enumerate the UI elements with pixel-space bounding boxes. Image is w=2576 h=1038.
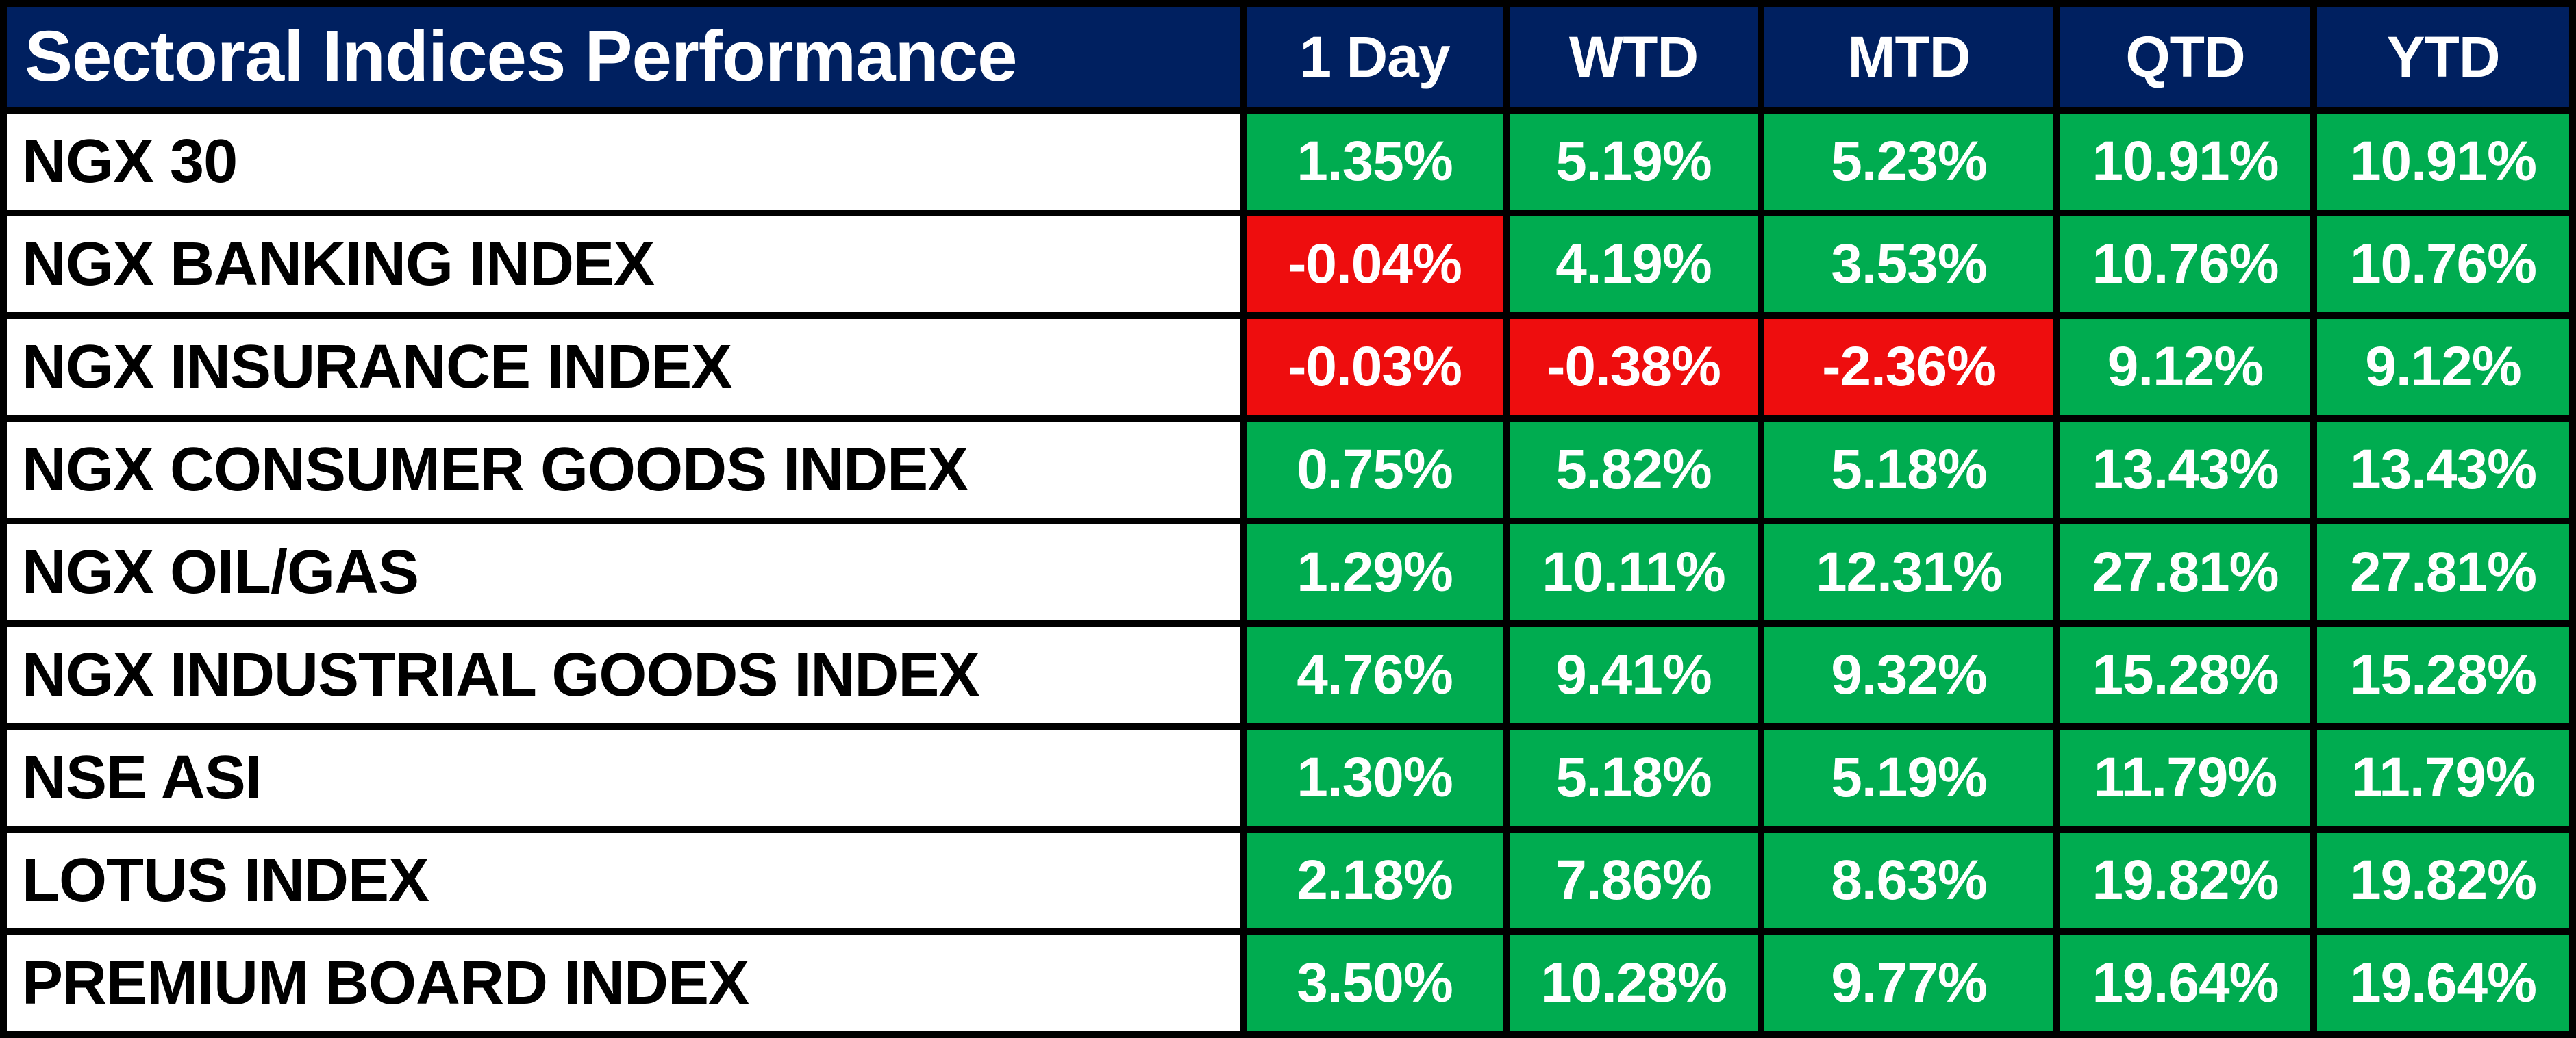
column-header-qtd: QTD xyxy=(2060,7,2310,107)
value-cell: 0.75% xyxy=(1247,422,1503,518)
value-cell: 9.12% xyxy=(2317,319,2569,415)
value-cell: 15.28% xyxy=(2317,627,2569,723)
value-cell: 27.81% xyxy=(2060,524,2310,620)
value-cell: 10.76% xyxy=(2060,216,2310,312)
table-title: Sectoral Indices Performance xyxy=(7,7,1240,107)
row-label-premium-board: PREMIUM BOARD INDEX xyxy=(7,935,1240,1031)
value-cell: 5.82% xyxy=(1510,422,1758,518)
value-cell: 8.63% xyxy=(1764,833,2053,928)
row-label-lotus-index: LOTUS INDEX xyxy=(7,833,1240,928)
value-cell: 1.35% xyxy=(1247,114,1503,210)
value-cell: 19.82% xyxy=(2317,833,2569,928)
value-cell: 10.91% xyxy=(2060,114,2310,210)
column-header-ytd: YTD xyxy=(2317,7,2569,107)
value-cell: 7.86% xyxy=(1510,833,1758,928)
column-header-wtd: WTD xyxy=(1510,7,1758,107)
value-cell: 9.32% xyxy=(1764,627,2053,723)
row-label-ngx-banking: NGX BANKING INDEX xyxy=(7,216,1240,312)
value-cell: 5.18% xyxy=(1764,422,2053,518)
value-cell: -0.04% xyxy=(1247,216,1503,312)
value-cell: 9.41% xyxy=(1510,627,1758,723)
value-cell: -2.36% xyxy=(1764,319,2053,415)
row-label-ngx-industrial-goods: NGX INDUSTRIAL GOODS INDEX xyxy=(7,627,1240,723)
row-label-ngx-insurance: NGX INSURANCE INDEX xyxy=(7,319,1240,415)
value-cell: 2.18% xyxy=(1247,833,1503,928)
row-label-ngx-oil-gas: NGX OIL/GAS xyxy=(7,524,1240,620)
value-cell: -0.03% xyxy=(1247,319,1503,415)
value-cell: 27.81% xyxy=(2317,524,2569,620)
value-cell: 1.29% xyxy=(1247,524,1503,620)
row-label-ngx30: NGX 30 xyxy=(7,114,1240,210)
value-cell: 19.64% xyxy=(2317,935,2569,1031)
value-cell: 5.19% xyxy=(1510,114,1758,210)
value-cell: -0.38% xyxy=(1510,319,1758,415)
value-cell: 10.91% xyxy=(2317,114,2569,210)
value-cell: 11.79% xyxy=(2060,730,2310,826)
value-cell: 9.12% xyxy=(2060,319,2310,415)
value-cell: 10.28% xyxy=(1510,935,1758,1031)
value-cell: 3.53% xyxy=(1764,216,2053,312)
row-label-ngx-consumer-goods: NGX CONSUMER GOODS INDEX xyxy=(7,422,1240,518)
value-cell: 10.76% xyxy=(2317,216,2569,312)
value-cell: 19.82% xyxy=(2060,833,2310,928)
value-cell: 1.30% xyxy=(1247,730,1503,826)
value-cell: 13.43% xyxy=(2317,422,2569,518)
value-cell: 19.64% xyxy=(2060,935,2310,1031)
value-cell: 3.50% xyxy=(1247,935,1503,1031)
value-cell: 4.76% xyxy=(1247,627,1503,723)
value-cell: 9.77% xyxy=(1764,935,2053,1031)
value-cell: 15.28% xyxy=(2060,627,2310,723)
row-label-nse-asi: NSE ASI xyxy=(7,730,1240,826)
column-header-mtd: MTD xyxy=(1764,7,2053,107)
value-cell: 12.31% xyxy=(1764,524,2053,620)
value-cell: 5.18% xyxy=(1510,730,1758,826)
value-cell: 13.43% xyxy=(2060,422,2310,518)
value-cell: 5.23% xyxy=(1764,114,2053,210)
column-header-1day: 1 Day xyxy=(1247,7,1503,107)
value-cell: 4.19% xyxy=(1510,216,1758,312)
value-cell: 5.19% xyxy=(1764,730,2053,826)
value-cell: 10.11% xyxy=(1510,524,1758,620)
value-cell: 11.79% xyxy=(2317,730,2569,826)
